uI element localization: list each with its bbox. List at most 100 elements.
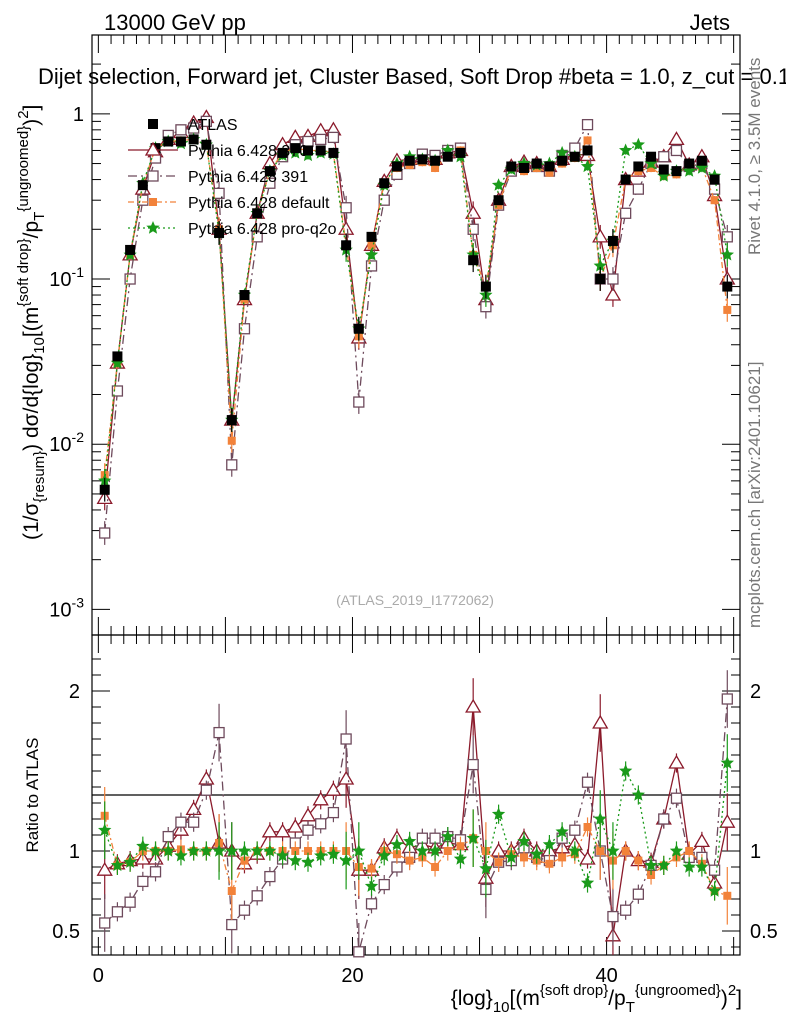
- ratio-point: [644, 858, 658, 872]
- ratio-y-tick-label-right: 2: [750, 681, 761, 703]
- ratio-point: [634, 856, 643, 865]
- legend-marker: [147, 170, 159, 182]
- ratio-point: [367, 864, 376, 873]
- legend-label: Pythia 6.428 pro-q2o: [188, 221, 337, 238]
- ratio-point: [174, 848, 188, 862]
- ratio-point: [670, 792, 683, 804]
- ratio-point: [251, 890, 263, 902]
- ratio-point: [453, 852, 468, 865]
- ratio-y-tick-label-right: 1: [750, 841, 761, 863]
- ratio-y-tick-label: 2: [69, 681, 80, 703]
- ratio-series-pythia-6-428-pro-q2o: [98, 734, 734, 901]
- ratio-point: [137, 875, 149, 888]
- main-point: [379, 178, 390, 189]
- main-point: [264, 177, 276, 189]
- main-point: [620, 174, 631, 185]
- main-point: [227, 436, 236, 445]
- ratio-point: [187, 844, 201, 857]
- main-line: [104, 138, 728, 481]
- main-point: [569, 151, 580, 162]
- ratio-point: [339, 853, 353, 867]
- ratio-axis-ticks: [92, 635, 740, 955]
- ratio-point: [301, 855, 315, 868]
- ratio-point: [657, 858, 671, 872]
- main-point: [593, 258, 607, 272]
- main-point: [315, 133, 327, 146]
- main-point: [378, 194, 390, 206]
- legend-marker: [144, 141, 162, 156]
- ratio-point: [465, 698, 482, 713]
- ratio-point: [581, 776, 594, 788]
- ratio-point: [238, 904, 251, 916]
- main-point: [607, 235, 618, 246]
- legend-marker: [149, 198, 157, 206]
- ratio-point: [517, 834, 531, 848]
- legend-entry: Pythia 6.428 370: [128, 141, 308, 160]
- ratio-point: [250, 844, 264, 857]
- main-y-tick-label: 10-3: [49, 594, 84, 621]
- main-point: [709, 174, 720, 185]
- header-right: Jets: [690, 10, 730, 35]
- ratio-point: [456, 842, 465, 851]
- ratio-point: [592, 714, 609, 729]
- main-point: [696, 155, 707, 166]
- main-point: [493, 195, 504, 206]
- ratio-point: [237, 844, 252, 857]
- main-line: [104, 120, 728, 534]
- main-point: [631, 137, 645, 151]
- main-y-tick-label: 10-1: [49, 264, 84, 291]
- main-point: [110, 356, 125, 369]
- main-point: [555, 145, 569, 159]
- main-point: [644, 156, 658, 170]
- ratio-point: [364, 879, 379, 892]
- main-point: [721, 231, 733, 243]
- ratio-point: [212, 844, 226, 857]
- ratio-point: [161, 844, 175, 857]
- main-point: [163, 136, 174, 147]
- ratio-point: [607, 910, 619, 923]
- ratio-point: [98, 823, 112, 836]
- main-point: [252, 208, 263, 219]
- main-point: [722, 281, 733, 292]
- main-point: [646, 151, 657, 162]
- ratio-point: [187, 816, 200, 828]
- ratio-point: [466, 831, 480, 844]
- main-point: [290, 143, 301, 154]
- ratio-point: [99, 917, 111, 929]
- ratio-point: [312, 791, 329, 806]
- plot-title: Dijet selection, Forward jet, Cluster Ba…: [38, 64, 786, 89]
- main-point: [720, 247, 734, 261]
- main-point: [340, 202, 352, 214]
- ratio-point: [719, 813, 736, 828]
- ratio-point: [149, 866, 162, 878]
- ratio-point: [558, 853, 567, 862]
- ratio-y-tick-labels: 0.5 0.5 1 1 2 2: [52, 681, 778, 943]
- ratio-point: [378, 878, 390, 891]
- main-point: [137, 180, 148, 191]
- legend-entry: Pythia 6.428 default: [128, 195, 330, 212]
- main-point: [442, 151, 453, 162]
- ratio-point: [148, 844, 163, 857]
- ratio-line: [104, 762, 728, 894]
- ratio-y-tick-label-right: 0.5: [750, 921, 778, 943]
- ratio-point: [136, 839, 150, 852]
- main-point: [417, 154, 428, 165]
- ratio-point: [264, 870, 276, 883]
- ratio-point: [327, 806, 340, 819]
- main-y-tick-label: 1: [73, 104, 84, 126]
- main-point: [671, 166, 682, 177]
- main-point: [137, 194, 149, 206]
- ratio-point: [568, 844, 582, 857]
- ratio-series-layer: [96, 670, 736, 958]
- main-point: [695, 161, 709, 174]
- ratio-point: [337, 770, 355, 785]
- ratio-point: [213, 726, 225, 739]
- mcplots-label: mcplots.cern.ch [arXiv:2401.10621]: [745, 362, 764, 628]
- ratio-point: [403, 834, 417, 848]
- main-point: [367, 241, 376, 250]
- main-point: [200, 115, 213, 128]
- ratio-point: [542, 837, 557, 851]
- main-y-tick-labels: 10-3 10-2 10-1 1: [49, 104, 84, 622]
- main-point: [353, 323, 364, 334]
- main-point: [658, 151, 670, 163]
